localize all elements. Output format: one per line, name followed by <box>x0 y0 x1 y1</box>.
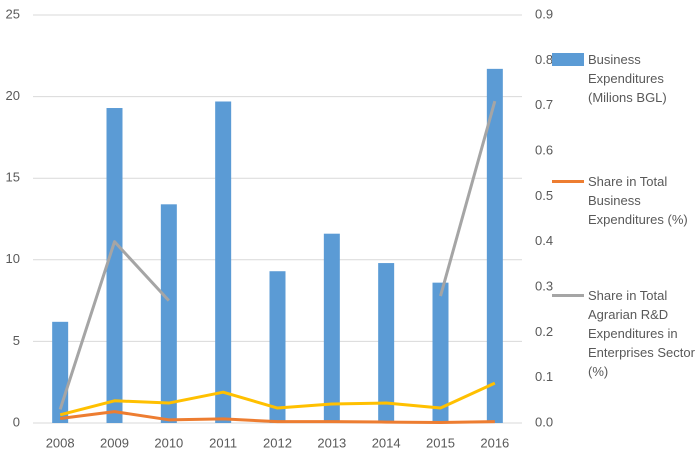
y2-tick-label: 0.2 <box>535 324 553 339</box>
y2-tick-label: 0.8 <box>535 52 553 67</box>
y-tick-label: 15 <box>6 170 20 185</box>
y-tick-label: 0 <box>13 414 20 429</box>
legend-label: Share in Total Business Expenditures (%) <box>588 174 688 227</box>
legend-swatch <box>552 180 584 183</box>
y2-tick-label: 0.5 <box>535 188 553 203</box>
bar <box>215 101 232 423</box>
y2-tick-label: 0.7 <box>535 97 553 112</box>
line <box>59 410 495 425</box>
x-tick-label: 2013 <box>317 435 346 450</box>
y2-tick-label: 0.0 <box>535 414 553 429</box>
bar <box>486 68 503 423</box>
x-tick-label: 2015 <box>426 435 455 450</box>
x-tick-label: 2008 <box>46 435 75 450</box>
x-tick-label: 2012 <box>263 435 292 450</box>
line <box>58 100 497 410</box>
bar <box>323 233 340 423</box>
y2-tick-label: 0.3 <box>535 278 553 293</box>
x-tick-label: 2016 <box>480 435 509 450</box>
bar <box>432 282 449 423</box>
line <box>59 381 496 417</box>
legend-swatch <box>552 53 584 66</box>
y-tick-label: 5 <box>13 333 20 348</box>
legend-label: Share in Total Agrarian R&D Expenditures… <box>588 288 695 379</box>
x-tick-label: 2010 <box>154 435 183 450</box>
legend-label: Business Expenditures (Milions BGL) <box>588 52 667 105</box>
y-tick-label: 10 <box>6 251 20 266</box>
x-tick-label: 2009 <box>100 435 129 450</box>
y-tick-label: 25 <box>6 6 20 21</box>
y2-tick-label: 0.9 <box>535 6 553 21</box>
y2-tick-label: 0.4 <box>535 233 553 248</box>
y-tick-label: 20 <box>6 88 20 103</box>
bar <box>106 108 123 424</box>
y2-tick-label: 0.1 <box>535 369 553 384</box>
x-tick-label: 2011 <box>209 435 237 450</box>
bar <box>160 204 177 423</box>
bar <box>378 263 395 423</box>
legend-swatch <box>552 294 584 297</box>
bar <box>269 271 286 423</box>
y2-tick-label: 0.6 <box>535 142 553 157</box>
x-tick-label: 2014 <box>372 435 401 450</box>
